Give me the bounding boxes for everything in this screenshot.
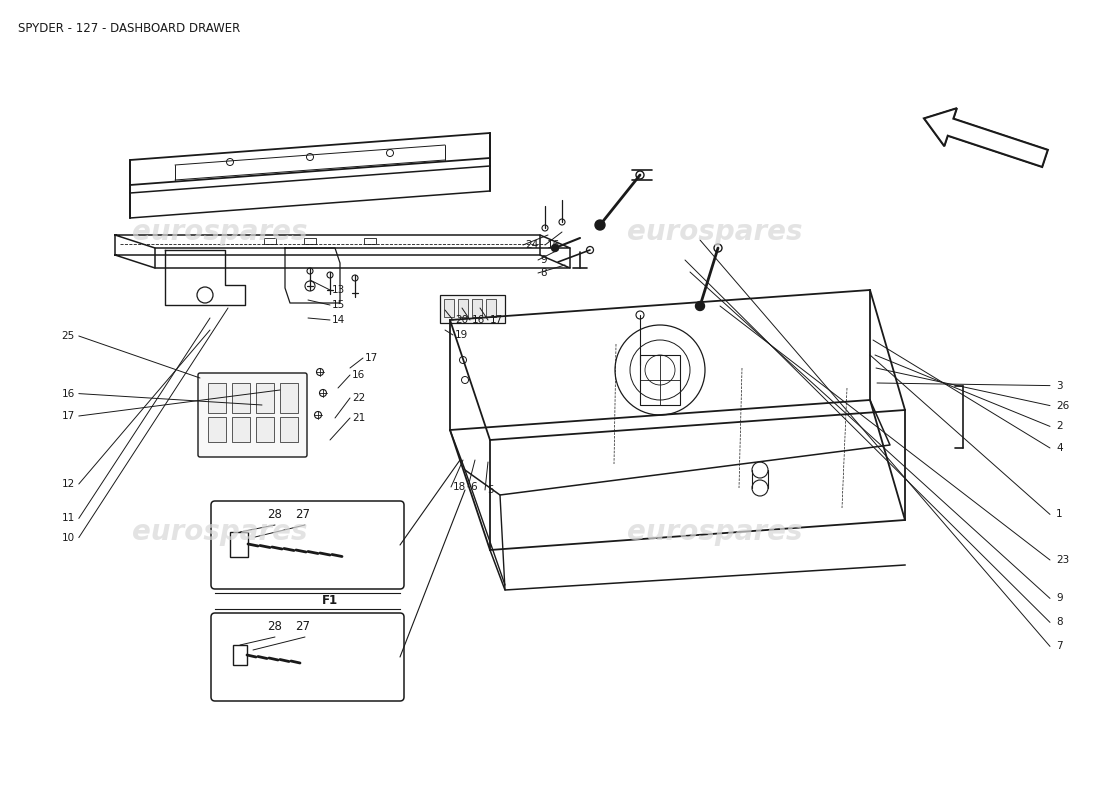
Text: 17: 17 [62, 411, 75, 421]
Text: 18: 18 [453, 482, 466, 492]
Text: 20: 20 [455, 315, 469, 325]
Text: 9: 9 [1056, 594, 1063, 603]
FancyBboxPatch shape [211, 613, 404, 701]
Bar [280, 383, 298, 413]
Text: 27: 27 [295, 621, 310, 634]
Text: 27: 27 [295, 509, 310, 522]
Text: 16: 16 [62, 389, 75, 398]
Circle shape [695, 302, 704, 310]
Text: SPYDER - 127 - DASHBOARD DRAWER: SPYDER - 127 - DASHBOARD DRAWER [18, 22, 240, 35]
Text: 25: 25 [62, 331, 75, 341]
Text: 7: 7 [1056, 642, 1063, 651]
Text: 12: 12 [62, 479, 75, 489]
FancyArrow shape [924, 108, 1048, 167]
Text: 19: 19 [455, 330, 469, 340]
FancyArrow shape [924, 108, 1048, 167]
Bar [304, 238, 316, 244]
Text: 24: 24 [525, 240, 538, 250]
Bar [256, 417, 274, 442]
Text: 26: 26 [1056, 401, 1069, 410]
Circle shape [551, 245, 559, 251]
Bar [232, 383, 250, 413]
Bar [256, 383, 274, 413]
Text: 28: 28 [267, 621, 282, 634]
Bar [233, 645, 248, 665]
Text: 11: 11 [62, 514, 75, 523]
Text: 3: 3 [1056, 381, 1063, 390]
Text: eurospares: eurospares [627, 218, 803, 246]
Bar [208, 383, 226, 413]
Bar [458, 299, 468, 317]
Text: eurospares: eurospares [627, 518, 803, 546]
Text: eurospares: eurospares [132, 218, 308, 246]
Text: 4: 4 [1056, 443, 1063, 453]
Text: 16: 16 [352, 370, 365, 380]
Text: 21: 21 [352, 413, 365, 423]
FancyBboxPatch shape [211, 501, 404, 589]
Text: 8: 8 [1056, 618, 1063, 627]
Text: 2: 2 [1056, 422, 1063, 431]
Bar [364, 238, 376, 244]
Circle shape [595, 220, 605, 230]
Text: 22: 22 [352, 393, 365, 403]
Text: 6: 6 [470, 482, 476, 492]
FancyBboxPatch shape [198, 373, 307, 457]
Bar [230, 532, 248, 557]
Bar [208, 417, 226, 442]
Text: 14: 14 [332, 315, 345, 325]
Text: 23: 23 [1056, 555, 1069, 565]
Text: 17: 17 [490, 315, 504, 325]
Text: 15: 15 [332, 300, 345, 310]
Bar [264, 238, 276, 244]
Text: 1: 1 [1056, 510, 1063, 519]
Text: 28: 28 [267, 509, 282, 522]
Text: 16: 16 [472, 315, 485, 325]
Text: 9: 9 [540, 255, 547, 265]
Text: 13: 13 [332, 285, 345, 295]
Text: 8: 8 [540, 268, 547, 278]
Text: eurospares: eurospares [132, 518, 308, 546]
Text: 17: 17 [365, 353, 378, 363]
Text: F1: F1 [322, 594, 339, 607]
Bar [486, 299, 496, 317]
Bar [640, 355, 680, 405]
Text: 16: 16 [547, 240, 560, 250]
Bar [232, 417, 250, 442]
Bar [440, 295, 505, 323]
Bar [472, 299, 482, 317]
Text: 5: 5 [487, 485, 494, 495]
Bar [444, 299, 454, 317]
Text: 10: 10 [62, 533, 75, 542]
Bar [280, 417, 298, 442]
